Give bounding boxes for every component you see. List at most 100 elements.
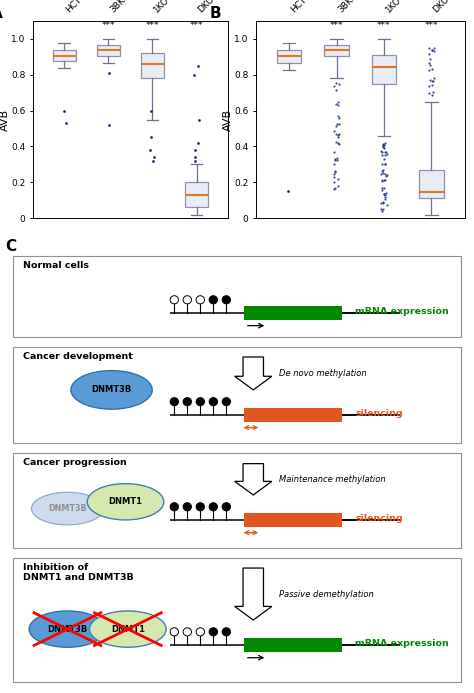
Text: 3BKO: 3BKO xyxy=(337,0,360,15)
Point xyxy=(425,88,433,99)
Point xyxy=(330,172,338,183)
Point xyxy=(378,175,386,186)
Point xyxy=(382,137,389,148)
Circle shape xyxy=(183,502,191,511)
Point xyxy=(332,129,339,140)
Text: Cancer progression: Cancer progression xyxy=(23,458,127,467)
Point xyxy=(381,146,389,157)
Circle shape xyxy=(222,502,230,511)
Point xyxy=(428,44,436,55)
Point xyxy=(60,105,67,116)
Point xyxy=(430,46,438,57)
Point xyxy=(335,180,342,191)
Point xyxy=(381,168,389,179)
Point xyxy=(383,149,391,160)
Point xyxy=(380,142,388,153)
Point xyxy=(378,168,385,179)
Point xyxy=(428,76,436,87)
Point xyxy=(426,75,434,86)
Point xyxy=(378,150,386,161)
Point xyxy=(379,184,386,195)
Bar xyxy=(244,638,341,652)
Point xyxy=(379,139,386,150)
Point xyxy=(332,99,340,110)
Point xyxy=(149,155,157,166)
Polygon shape xyxy=(235,464,272,495)
Point xyxy=(379,140,387,151)
Text: Cancer development: Cancer development xyxy=(23,351,133,360)
Text: ***: *** xyxy=(425,21,438,30)
Point xyxy=(330,125,338,137)
Point xyxy=(330,184,338,195)
Text: Maintenance methylation: Maintenance methylation xyxy=(279,475,385,484)
Point xyxy=(430,42,438,53)
Circle shape xyxy=(170,398,179,406)
Point xyxy=(379,164,387,175)
Ellipse shape xyxy=(31,492,103,525)
Point xyxy=(379,204,387,215)
Circle shape xyxy=(170,502,179,511)
Text: ***: *** xyxy=(101,21,115,30)
Text: DNMT3B: DNMT3B xyxy=(91,385,132,394)
Point xyxy=(383,170,390,182)
Point xyxy=(379,198,386,209)
Point xyxy=(380,188,388,200)
Point xyxy=(332,136,339,147)
Point xyxy=(379,139,387,150)
Point xyxy=(106,67,113,78)
Text: DKO: DKO xyxy=(431,0,451,15)
Point xyxy=(378,182,386,193)
Circle shape xyxy=(222,628,230,636)
Point xyxy=(331,153,338,164)
Bar xyxy=(244,513,341,527)
PathPatch shape xyxy=(141,53,164,78)
Point xyxy=(147,105,155,116)
Point xyxy=(335,110,342,121)
PathPatch shape xyxy=(97,45,120,56)
Point xyxy=(377,146,385,157)
Circle shape xyxy=(196,502,204,511)
Circle shape xyxy=(170,628,179,636)
Point xyxy=(427,54,434,65)
Point xyxy=(378,166,385,177)
Point xyxy=(150,152,158,163)
Point xyxy=(191,152,199,163)
Text: ***: *** xyxy=(190,21,203,30)
Bar xyxy=(13,346,461,444)
Text: silencing: silencing xyxy=(356,514,403,523)
Point xyxy=(195,114,202,125)
Point xyxy=(330,80,338,91)
PathPatch shape xyxy=(419,170,444,198)
Circle shape xyxy=(209,628,218,636)
Point xyxy=(383,200,391,211)
Point xyxy=(428,89,436,100)
Text: De novo methylation: De novo methylation xyxy=(279,369,366,378)
Point xyxy=(194,137,202,148)
Point xyxy=(382,146,390,157)
Text: 3BKO: 3BKO xyxy=(108,0,132,15)
Point xyxy=(335,119,343,130)
Text: Normal cells: Normal cells xyxy=(23,261,89,270)
Point xyxy=(146,145,154,156)
Point xyxy=(191,69,198,80)
Text: ***: *** xyxy=(377,21,391,30)
Point xyxy=(429,87,437,98)
Point xyxy=(331,155,338,166)
Point xyxy=(335,128,343,139)
Circle shape xyxy=(209,502,218,511)
Point xyxy=(378,159,385,170)
Point xyxy=(426,43,433,54)
Bar xyxy=(244,408,341,421)
Circle shape xyxy=(183,296,191,304)
Point xyxy=(335,113,342,124)
Point xyxy=(284,186,292,197)
Point xyxy=(381,189,389,200)
Point xyxy=(332,167,339,178)
PathPatch shape xyxy=(277,51,301,63)
Circle shape xyxy=(222,398,230,406)
Point xyxy=(377,203,385,214)
Point xyxy=(425,64,432,76)
Bar xyxy=(13,558,461,681)
Circle shape xyxy=(196,296,204,304)
Bar xyxy=(244,306,341,319)
